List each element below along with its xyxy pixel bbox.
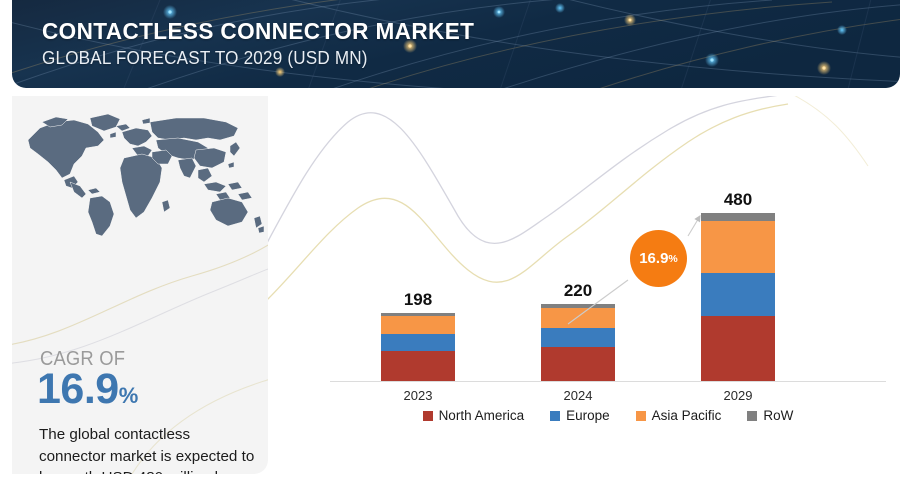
chart-panel: 198 2023 220 2024 480 2029 [268,96,900,482]
page-subtitle: GLOBAL FORECAST TO 2029 (USD MN) [42,48,368,68]
bar-segment-asia-pacific-2029 [701,221,775,273]
cagr-callout-bubble[interactable]: 16.9% [630,230,687,287]
legend-label-row: RoW [763,408,794,423]
plot-area: 198 2023 220 2024 480 2029 [268,96,900,482]
world-map-icon [12,106,268,238]
legend-swatch-europe [550,410,561,421]
x-axis-label-2029: 2029 [723,388,753,403]
bar-total-label-2023: 198 [403,290,433,309]
bar-segment-europe-2029 [701,273,775,316]
legend-item-europe[interactable]: Europe [550,408,610,423]
bar-segment-north-america-2029 [701,316,775,381]
bar-segment-asia-pacific-2023 [381,316,455,334]
x-axis-line [330,381,886,382]
cagr-label: CAGR OF [40,348,126,370]
x-axis-label-2024: 2024 [563,388,593,403]
bar-segment-row-2023 [381,313,455,316]
cagr-value: 16.9% [37,368,138,411]
header-decoration [12,0,900,88]
legend-label-europe: Europe [566,408,610,423]
cagr-percent-sign: % [118,383,139,408]
bar-total-label-2024: 220 [563,281,593,300]
world-map-graphic [27,113,265,237]
legend-swatch-north-america [422,410,433,421]
bar-segment-row-2024 [541,304,615,308]
bar-segment-north-america-2023 [381,351,455,381]
legend-label-north-america: North America [438,408,525,423]
legend-item-north-america[interactable]: North America [422,408,525,423]
bar-2023[interactable] [381,313,455,381]
bar-total-label-2029: 480 [723,190,753,209]
x-axis-label-2023: 2023 [403,388,433,403]
cagr-callout-value: 16.9 [639,250,669,267]
legend-label-asia-pacific: Asia Pacific [651,408,722,423]
legend-item-row[interactable]: RoW [747,408,793,423]
summary-body-text: The global contactless connector market … [39,426,255,474]
header-banner: CONTACTLESS CONNECTOR MARKET GLOBAL FORE… [12,0,900,88]
cagr-number: 16.9 [37,365,119,413]
legend-swatch-row [747,410,758,421]
bar-segment-asia-pacific-2024 [541,308,615,328]
bar-2024[interactable] [541,304,615,381]
bar-2029[interactable] [701,213,775,381]
chart-background-decoration [268,96,869,300]
legend-swatch-asia-pacific [635,410,646,421]
bar-segment-europe-2023 [381,334,455,351]
cagr-callout-arrow [567,215,701,325]
cagr-callout-percent: % [668,252,678,265]
bar-segment-row-2029 [701,213,775,221]
bar-segment-europe-2024 [541,328,615,347]
chart-legend: North America Europe Asia Pacific RoW [330,408,886,423]
legend-item-asia-pacific[interactable]: Asia Pacific [635,408,722,423]
bar-segment-north-america-2024 [541,347,615,381]
page-title: CONTACTLESS CONNECTOR MARKET [42,18,475,44]
summary-panel: CAGR OF 16.9% The global contactless con… [12,96,268,474]
